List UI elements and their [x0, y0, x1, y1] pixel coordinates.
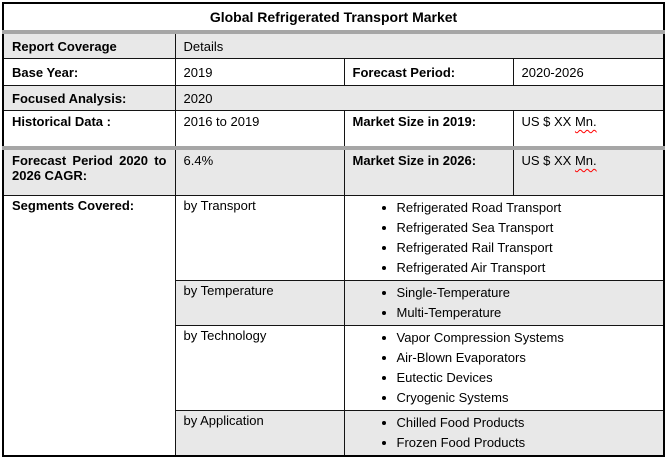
forecast-period-value: 2020-2026 — [512, 58, 665, 86]
forecast-period-label: Forecast Period: — [343, 58, 514, 86]
segment-group-technology: by Technology — [174, 325, 345, 411]
segment-item: Refrigerated Sea Transport — [397, 218, 656, 238]
market-size-2026-prefix: US $ XX — [521, 153, 575, 168]
market-size-2019-misspelled: Mn. — [574, 114, 597, 129]
segment-item: Single-Temperature — [397, 283, 656, 303]
segment-item: Multi-Temperature — [397, 303, 656, 323]
base-year-value: 2019 — [174, 58, 345, 86]
bullet-list: Vapor Compression Systems Air-Blown Evap… — [353, 328, 656, 408]
market-size-2019-value: US $ XX Mn. — [512, 110, 665, 150]
segment-item: Frozen Food Products — [397, 433, 656, 453]
base-year-label: Base Year: — [2, 58, 176, 86]
market-size-2019-label: Market Size in 2019: — [343, 110, 514, 150]
row-report-coverage: Report Coverage Details — [2, 31, 665, 59]
historical-data-label: Historical Data : — [2, 110, 176, 150]
segment-item: Cryogenic Systems — [397, 388, 656, 408]
row-historical-data: Historical Data : 2016 to 2019 Market Si… — [2, 110, 665, 150]
bullet-list: Refrigerated Road Transport Refrigerated… — [353, 198, 656, 278]
segments-covered-label: Segments Covered: — [2, 195, 176, 457]
market-size-2026-misspelled: Mn. — [574, 153, 597, 168]
segment-items-technology: Vapor Compression Systems Air-Blown Evap… — [343, 325, 665, 411]
segment-items-transport: Refrigerated Road Transport Refrigerated… — [343, 195, 665, 281]
row-focused-analysis: Focused Analysis: 2020 — [2, 85, 665, 111]
segment-items-temperature: Single-Temperature Multi-Temperature — [343, 280, 665, 326]
segment-group-temperature: by Temperature — [174, 280, 345, 326]
segment-item: Air-Blown Evaporators — [397, 348, 656, 368]
segment-items-application: Chilled Food Products Frozen Food Produc… — [343, 410, 665, 457]
market-size-2019-prefix: US $ XX — [521, 114, 575, 129]
row-segment-technology: by Technology Vapor Compression Systems … — [3, 325, 665, 411]
segment-item: Chilled Food Products — [397, 413, 656, 433]
page-title: Global Refrigerated Transport Market — [2, 2, 665, 34]
row-forecast-cagr: Forecast Period 2020 to 2026 CAGR: 6.4% … — [2, 147, 665, 196]
historical-data-value: 2016 to 2019 — [174, 110, 345, 150]
segment-item: Vapor Compression Systems — [397, 328, 656, 348]
segment-item: Refrigerated Rail Transport — [397, 238, 656, 258]
bullet-list: Single-Temperature Multi-Temperature — [353, 283, 656, 323]
focused-analysis-label: Focused Analysis: — [2, 85, 176, 111]
forecast-cagr-value: 6.4% — [174, 147, 345, 196]
title-row: Global Refrigerated Transport Market — [2, 2, 665, 34]
report-coverage-value: Details — [174, 31, 665, 59]
row-base-year: Base Year: 2019 Forecast Period: 2020-20… — [2, 58, 665, 86]
market-size-2026-label: Market Size in 2026: — [343, 147, 514, 196]
segment-item: Refrigerated Road Transport — [397, 198, 656, 218]
forecast-cagr-label: Forecast Period 2020 to 2026 CAGR: — [2, 147, 176, 196]
segment-group-transport: by Transport — [174, 195, 345, 281]
segment-item: Eutectic Devices — [397, 368, 656, 388]
focused-analysis-value: 2020 — [174, 85, 665, 111]
segment-item: Refrigerated Air Transport — [397, 258, 656, 278]
market-size-2026-value: US $ XX Mn. — [512, 147, 665, 196]
row-segment-temperature: by Temperature Single-Temperature Multi-… — [3, 280, 665, 326]
report-coverage-label: Report Coverage — [2, 31, 176, 59]
row-segment-transport: Segments Covered: by Transport Refrigera… — [2, 195, 665, 457]
bullet-list: Chilled Food Products Frozen Food Produc… — [353, 413, 656, 453]
segment-group-application: by Application — [174, 410, 345, 457]
